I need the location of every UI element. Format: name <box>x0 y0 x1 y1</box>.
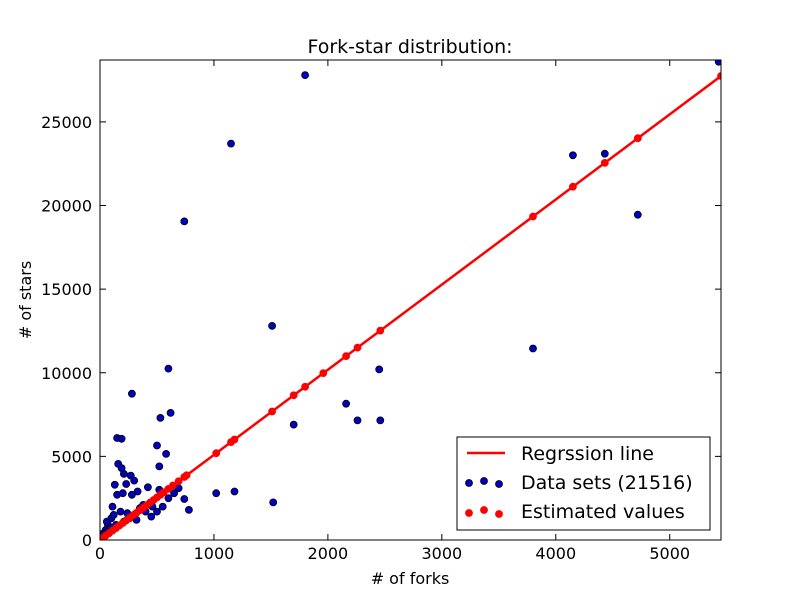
data-point <box>184 505 193 514</box>
data-point <box>212 489 221 498</box>
estimated-point <box>268 407 277 416</box>
chart-title: Fork-star distribution: <box>307 36 512 58</box>
data-point <box>127 490 136 499</box>
regression-line <box>100 75 721 540</box>
data-point <box>110 480 119 489</box>
estimated-point <box>633 134 642 143</box>
data-point <box>143 483 152 492</box>
data-point <box>569 151 577 160</box>
data-point <box>227 139 235 148</box>
x-tick-label: 3000 <box>421 544 462 563</box>
data-point <box>162 449 171 458</box>
data-point <box>180 217 189 226</box>
estimated-point <box>301 382 310 391</box>
data-point <box>130 476 139 485</box>
data-point <box>170 489 179 498</box>
x-axis: 0 1000 2000 3000 4000 5000 <box>95 60 690 563</box>
estimated-point <box>230 435 239 444</box>
data-point <box>164 364 173 373</box>
x-tick-label: 0 <box>95 544 105 563</box>
data-point <box>230 487 239 496</box>
data-point <box>147 512 156 521</box>
plot-area <box>100 60 721 540</box>
x-tick-label: 1000 <box>194 544 235 563</box>
data-point <box>301 71 310 79</box>
data-point <box>153 507 161 516</box>
legend-estimated-label: Estimated values <box>521 501 685 523</box>
estimated-point <box>168 481 177 490</box>
data-point <box>529 344 537 353</box>
legend-estimated-marker-3 <box>495 510 503 518</box>
data-point <box>117 434 126 443</box>
estimated-point <box>600 158 609 167</box>
y-tick-label: 5000 <box>51 447 92 466</box>
data-point <box>116 507 125 516</box>
data-point <box>714 60 721 66</box>
estimated-point <box>717 72 721 80</box>
estimated-point <box>342 352 351 361</box>
data-point <box>376 416 385 425</box>
legend-estimated-marker-2 <box>480 506 488 514</box>
y-axis: 0 5000 10000 15000 20000 25000 <box>41 113 721 550</box>
data-point <box>133 487 142 496</box>
data-point <box>600 149 609 158</box>
legend-data-marker-3 <box>495 480 503 488</box>
x-axis-label: # of forks <box>371 569 450 588</box>
estimated-point <box>529 212 537 221</box>
y-tick-label: 20000 <box>41 197 92 216</box>
x-tick-label: 4000 <box>535 544 576 563</box>
data-point <box>156 413 165 422</box>
data-point <box>353 416 362 425</box>
data-point <box>120 469 128 478</box>
x-tick-label: 5000 <box>649 544 690 563</box>
y-tick-label: 0 <box>82 531 92 550</box>
estimated-point <box>569 182 577 191</box>
legend-regression-label: Regrssion line <box>521 443 654 465</box>
y-tick-label: 10000 <box>41 364 92 383</box>
data-point <box>127 389 136 398</box>
legend-estimated-marker-1 <box>465 509 473 517</box>
plot-frame <box>99 59 722 541</box>
estimated-point <box>353 343 362 352</box>
y-axis-label: # of stars <box>16 261 35 339</box>
data-point <box>122 480 131 488</box>
data-point <box>375 365 384 374</box>
estimated-point <box>319 369 328 378</box>
y-tick-label: 15000 <box>41 280 92 299</box>
data-point <box>180 495 189 503</box>
estimated-point <box>174 477 183 486</box>
data-point <box>289 420 298 429</box>
legend-data-marker-2 <box>480 477 488 485</box>
legend-data-marker-1 <box>465 479 473 487</box>
data-point <box>166 408 175 417</box>
estimated-point <box>289 391 298 400</box>
legend: Regrssion line Data sets (21516) Estimat… <box>456 436 711 531</box>
data-point <box>633 210 642 219</box>
data-point <box>164 494 173 503</box>
data-point <box>108 502 117 511</box>
data-point <box>155 462 164 471</box>
data-point <box>269 498 278 507</box>
data-point <box>268 321 277 330</box>
data-point <box>158 502 167 511</box>
legend-data-label: Data sets (21516) <box>521 472 693 494</box>
y-tick-label: 25000 <box>41 113 92 132</box>
data-point <box>153 441 161 450</box>
estimated-point <box>182 471 191 480</box>
data-point <box>102 517 111 526</box>
data-point <box>118 489 127 498</box>
estimated-point <box>376 326 385 335</box>
estimated-point <box>212 449 221 458</box>
data-point <box>109 511 118 519</box>
data-point <box>342 399 351 408</box>
x-tick-label: 2000 <box>308 544 349 563</box>
